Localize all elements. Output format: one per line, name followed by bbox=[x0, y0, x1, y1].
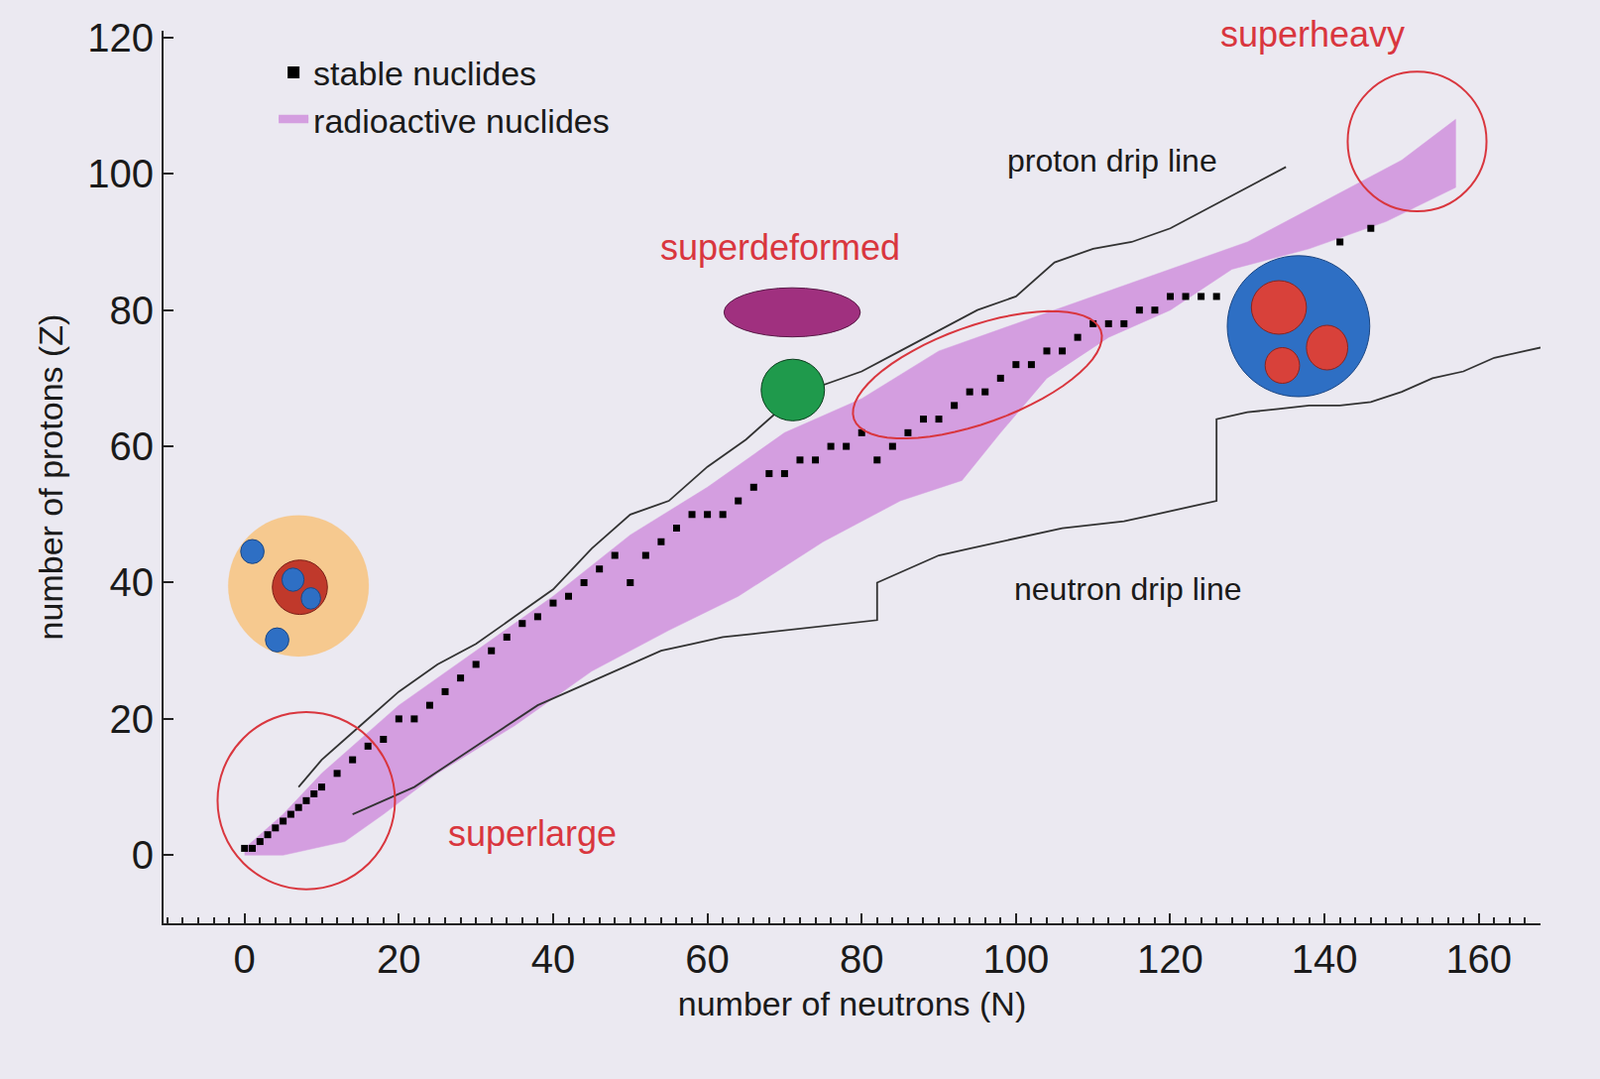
svg-text:160: 160 bbox=[1445, 936, 1512, 981]
svg-text:stable nuclides: stable nuclides bbox=[313, 54, 537, 93]
svg-text:radioactive nuclides: radioactive nuclides bbox=[313, 102, 610, 140]
svg-text:proton drip line: proton drip line bbox=[1007, 142, 1218, 179]
svg-text:superlarge: superlarge bbox=[448, 812, 617, 854]
svg-text:superheavy: superheavy bbox=[1220, 13, 1405, 55]
svg-text:80: 80 bbox=[110, 288, 155, 333]
svg-text:60: 60 bbox=[685, 936, 730, 981]
svg-text:neutron drip line: neutron drip line bbox=[1014, 571, 1242, 607]
svg-text:40: 40 bbox=[531, 936, 576, 981]
svg-text:number of neutrons (N): number of neutrons (N) bbox=[678, 984, 1028, 1023]
svg-text:100: 100 bbox=[982, 936, 1049, 981]
svg-text:60: 60 bbox=[110, 424, 155, 468]
svg-text:80: 80 bbox=[839, 936, 885, 981]
svg-text:number of protons (Z): number of protons (Z) bbox=[31, 314, 70, 641]
svg-text:100: 100 bbox=[87, 151, 154, 196]
svg-text:40: 40 bbox=[110, 560, 155, 604]
svg-text:0: 0 bbox=[131, 832, 154, 877]
svg-text:120: 120 bbox=[1137, 936, 1204, 981]
svg-text:120: 120 bbox=[87, 15, 154, 60]
svg-text:superdeformed: superdeformed bbox=[660, 227, 901, 268]
svg-text:140: 140 bbox=[1291, 936, 1359, 981]
svg-text:0: 0 bbox=[233, 936, 256, 981]
svg-text:20: 20 bbox=[110, 696, 155, 741]
svg-text:20: 20 bbox=[376, 936, 422, 981]
